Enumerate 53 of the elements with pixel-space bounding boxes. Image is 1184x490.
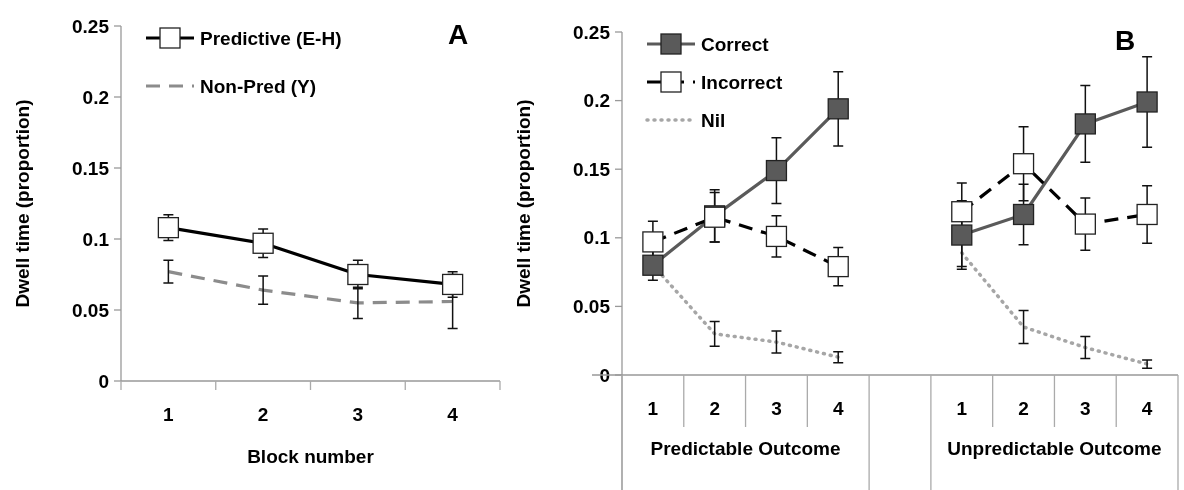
point: [1012, 203, 1035, 226]
x-tick-label: 4: [447, 404, 459, 425]
x-tick-label: 3: [352, 404, 364, 425]
text: Unpredictable Outcome: [947, 438, 1162, 459]
x-tick-label: 3: [1080, 398, 1091, 419]
x-tick-label: 1: [647, 398, 659, 419]
chart-title: A: [447, 19, 469, 50]
x-tick-label: 2: [1018, 398, 1029, 419]
y-axis-title: Dwell time (proportion): [12, 99, 33, 308]
x-tick-label: 4: [1141, 398, 1153, 419]
y-tick-label: 0.1: [583, 227, 611, 249]
point: [642, 231, 664, 253]
point: [1074, 213, 1096, 235]
x-tick-label: 2: [709, 398, 720, 419]
point: [347, 263, 369, 286]
point: [157, 216, 180, 239]
point: [827, 98, 849, 120]
y-tick-label: 0.05: [573, 296, 611, 318]
y-tick-label: 0.05: [72, 299, 110, 321]
y-tick-label: 0.2: [583, 90, 610, 112]
chart-title: B: [1114, 25, 1136, 56]
y-tick-label: 0.15: [72, 157, 110, 179]
point: [827, 255, 849, 278]
point: [765, 159, 788, 182]
y-axis-title: Dwell time (proportion): [513, 99, 534, 308]
point: [1074, 113, 1096, 135]
point: [765, 225, 788, 248]
x-tick-label: 1: [163, 404, 175, 425]
legend-label: Non-Pred (Y): [200, 75, 317, 97]
y-tick-label: 0.1: [82, 228, 110, 250]
legend-label: Incorrect: [701, 71, 783, 93]
point: [1136, 203, 1158, 226]
point: [252, 232, 274, 254]
legend-label: Predictive (E-H): [200, 27, 342, 49]
x-tick-label: 1: [956, 398, 968, 419]
legend-label: Correct: [701, 33, 770, 55]
x-tick-label: 4: [832, 398, 844, 419]
line-series: [166, 270, 455, 305]
y-tick-label: 0.25: [72, 15, 110, 37]
point: [1136, 91, 1158, 113]
text: Predictable Outcome: [650, 438, 841, 459]
point: [1012, 153, 1035, 175]
y-tick-label: 0.25: [573, 21, 611, 43]
x-tick-label: 3: [771, 398, 782, 419]
y-tick-label: 0: [98, 370, 109, 392]
legend-label: Nil: [701, 109, 726, 131]
y-tick-label: 0.15: [573, 158, 611, 180]
point: [951, 224, 973, 246]
x-tick-label: 2: [257, 404, 269, 425]
y-tick-label: 0: [599, 364, 610, 386]
point: [642, 254, 664, 276]
x-axis-title: Block number: [247, 446, 375, 467]
y-tick-label: 0.2: [82, 86, 109, 108]
